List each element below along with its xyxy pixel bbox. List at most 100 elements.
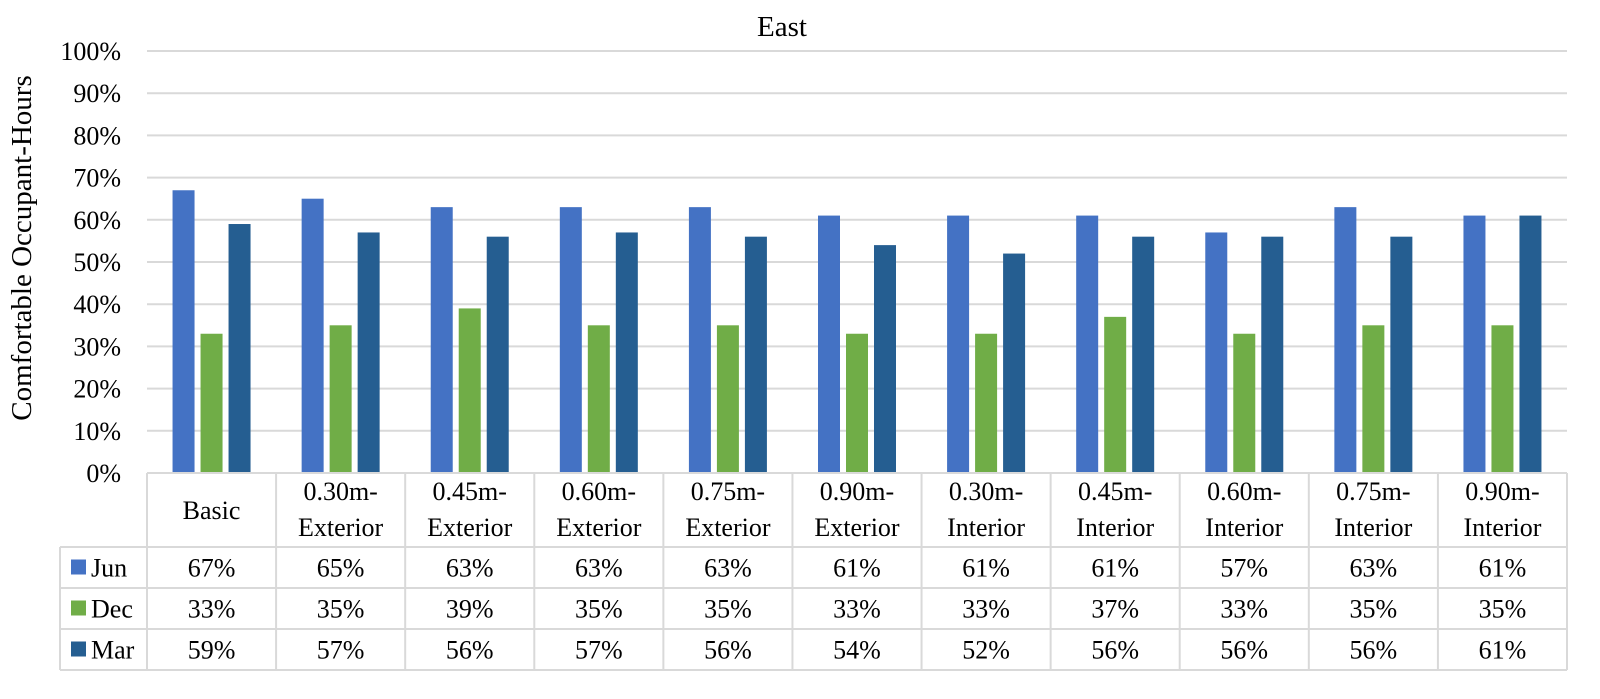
data-label: 61% [1479,554,1527,583]
data-label: 61% [1091,554,1139,583]
category-label: 0.60m- [562,477,636,506]
data-label: 33% [962,595,1010,624]
category-label: 0.60m- [1207,477,1281,506]
bar-jun [559,207,582,473]
data-label: 33% [1220,595,1268,624]
bar-jun [172,190,195,473]
data-label: 54% [833,636,881,665]
category-label: Exterior [427,513,513,542]
data-label: 61% [962,554,1010,583]
bar-jun [818,215,840,473]
category-label: Interior [1076,513,1154,542]
bar-jun [947,215,970,473]
data-label: 35% [704,595,752,624]
data-label: 33% [188,595,236,624]
bar-jun [688,207,711,473]
bar-mar [874,245,896,473]
data-label: 63% [1350,554,1398,583]
category-label: 0.30m- [303,477,377,506]
data-label: 35% [575,595,623,624]
series-name: Dec [91,595,133,624]
data-label: 35% [1479,595,1527,624]
bar-dec [716,325,739,473]
category-label: 0.30m- [949,477,1023,506]
data-label: 37% [1091,595,1139,624]
category-label: 0.75m- [1336,477,1410,506]
category-label: Interior [947,513,1025,542]
data-label: 56% [1091,636,1139,665]
bar-dec [975,333,998,473]
category-label: Exterior [814,513,900,542]
category-label: Interior [1463,513,1541,542]
y-tick-label: 60% [73,206,121,235]
bar-jun [1076,215,1099,473]
y-tick-label: 40% [73,290,121,319]
bar-mar [1519,215,1542,473]
bar-jun [1334,207,1357,473]
data-label: 63% [704,554,752,583]
category-label: Exterior [298,513,384,542]
data-label: 59% [188,636,236,665]
category-label: 0.90m- [1465,477,1539,506]
data-label: 57% [317,636,365,665]
y-tick-label: 50% [73,248,121,277]
data-label: 61% [1479,636,1527,665]
category-label: Basic [183,496,241,525]
data-label: 63% [446,554,494,583]
bar-dec [458,308,481,473]
data-label: 35% [1350,595,1398,624]
bar-dec [846,333,868,473]
data-label: 57% [575,636,623,665]
data-label: 35% [317,595,365,624]
y-tick-label: 10% [73,417,121,446]
bar-dec [1233,333,1256,473]
y-tick-label: 80% [73,121,121,150]
data-label: 57% [1220,554,1268,583]
series-name: Jun [91,554,127,583]
y-tick-label: 20% [73,375,121,404]
bar-jun [1463,215,1486,473]
legend-key-dec [71,600,86,616]
bar-dec [1362,325,1385,473]
bar-mar [615,232,638,473]
category-label: 0.90m- [820,477,894,506]
bar-mar [744,236,767,473]
category-label: 0.45m- [433,477,507,506]
bar-mar [357,232,380,473]
y-axis-ticks: 0% 10% 20% 30% 40% 50% 60% 70% 80% 90% 100% [60,37,121,488]
data-label: 39% [446,595,494,624]
y-tick-label: 90% [73,79,121,108]
category-label: Interior [1334,513,1412,542]
bar-jun [1205,232,1228,473]
data-label: 56% [704,636,752,665]
y-tick-label: 70% [73,164,121,193]
data-label: 52% [962,636,1010,665]
data-table: Basic 0.30m- Exterior 0.45m- Exterior 0.60m- E… [59,472,1568,671]
chart-title: East [757,11,807,43]
y-tick-label: 30% [73,332,121,361]
bar-dec [329,325,352,473]
legend-key-jun [71,559,86,575]
bar-dec [200,333,223,473]
bar-jun [430,207,453,473]
bar-dec [1104,316,1127,473]
y-tick-label: 0% [86,459,121,488]
data-label: 33% [833,595,881,624]
legend-key-mar [71,641,86,657]
data-label: 61% [833,554,881,583]
category-label: 0.45m- [1078,477,1152,506]
data-label: 67% [188,554,236,583]
bar-mar [1261,236,1284,473]
bar-jun [301,198,324,473]
category-label: Exterior [556,513,642,542]
data-label: 56% [446,636,494,665]
bar-mar [486,236,509,473]
bar-mar [228,224,251,473]
bar-mar [1390,236,1413,473]
y-tick-label: 100% [60,37,121,66]
bar-dec [1491,325,1514,473]
y-axis-label: Comfortable Occupant-Hours [6,75,38,420]
data-label: 65% [317,554,365,583]
data-label: 56% [1350,636,1398,665]
